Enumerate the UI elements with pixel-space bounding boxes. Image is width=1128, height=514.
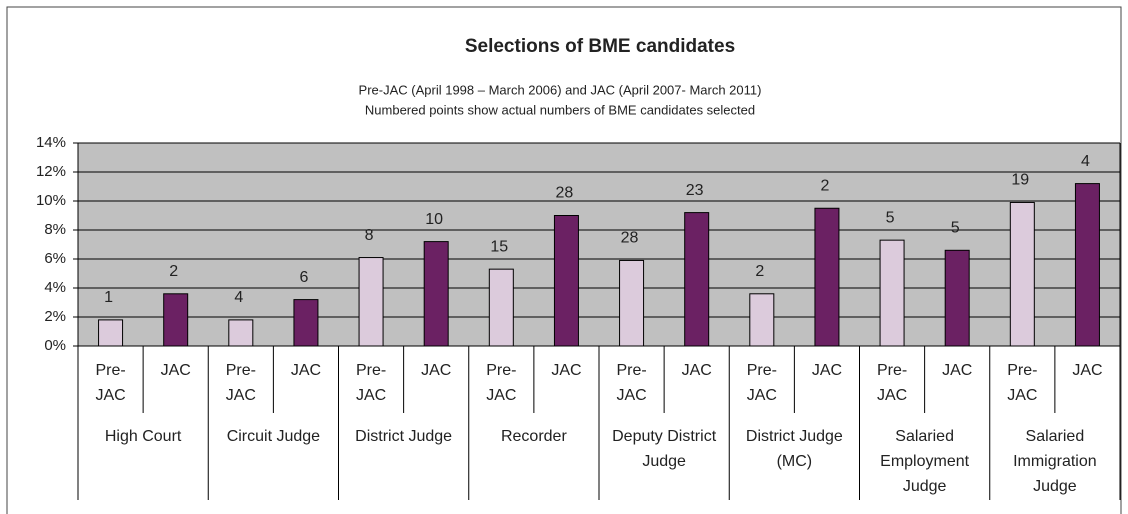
count-label: 5 bbox=[951, 220, 960, 237]
sub-label: JAC bbox=[1072, 362, 1103, 379]
bar bbox=[293, 299, 319, 347]
bar bbox=[553, 215, 579, 347]
sub-label: Pre-JAC bbox=[616, 362, 647, 404]
y-tick-label: 4% bbox=[44, 279, 66, 296]
bar bbox=[1074, 183, 1100, 347]
count-label: 19 bbox=[1011, 172, 1029, 189]
group-label: Salaried Immigration Judge bbox=[1013, 428, 1097, 495]
count-label: 4 bbox=[1081, 153, 1090, 170]
count-label: 2 bbox=[820, 177, 829, 194]
bar bbox=[944, 249, 970, 347]
bar bbox=[619, 259, 645, 347]
bar bbox=[749, 293, 775, 347]
sub-label: Pre-JAC bbox=[95, 362, 126, 404]
sub-label: Pre-JAC bbox=[1007, 362, 1038, 404]
sub-label: JAC bbox=[681, 362, 712, 379]
count-label: 10 bbox=[425, 211, 443, 228]
count-label: 1 bbox=[104, 289, 113, 306]
bar bbox=[879, 239, 905, 347]
y-tick-label: 8% bbox=[44, 221, 66, 238]
sub-label: Pre-JAC bbox=[876, 362, 908, 404]
y-tick-label: 12% bbox=[36, 163, 66, 180]
bar bbox=[228, 319, 254, 347]
count-label: 6 bbox=[299, 269, 308, 286]
frame bbox=[6, 6, 1122, 514]
group-label: Circuit Judge bbox=[226, 428, 321, 445]
count-label: 4 bbox=[234, 289, 243, 306]
count-label: 23 bbox=[686, 182, 704, 199]
bar bbox=[814, 207, 840, 347]
count-label: 15 bbox=[490, 238, 508, 255]
sub-label: JAC bbox=[421, 362, 452, 379]
bar bbox=[1009, 201, 1035, 347]
count-label: 5 bbox=[886, 209, 895, 226]
sub-label: Pre-JAC bbox=[486, 362, 517, 404]
sub-label: JAC bbox=[160, 362, 191, 379]
sub-label: Pre-JAC bbox=[746, 362, 777, 404]
sub-label: JAC bbox=[811, 362, 843, 379]
group-label: Salaried Employment Judge bbox=[880, 428, 970, 495]
count-label: 2 bbox=[169, 263, 178, 280]
count-label: 28 bbox=[556, 185, 574, 202]
group-label: Recorder bbox=[500, 428, 567, 445]
bar bbox=[163, 293, 189, 347]
y-tick-label: 14% bbox=[36, 134, 66, 151]
sub-label: JAC bbox=[942, 362, 973, 379]
bar bbox=[488, 268, 514, 347]
sub-label: JAC bbox=[551, 362, 582, 379]
y-tick-label: 6% bbox=[44, 250, 66, 267]
sub-label: JAC bbox=[290, 362, 322, 379]
group-label: High Court bbox=[104, 428, 182, 445]
bar bbox=[684, 212, 710, 347]
chart-title: Selections of BME candidates bbox=[465, 36, 735, 57]
sub-label: Pre-JAC bbox=[225, 362, 256, 404]
group-label: District Judge bbox=[355, 428, 453, 445]
count-label: 28 bbox=[621, 230, 639, 247]
y-tick-label: 10% bbox=[36, 192, 66, 209]
annotation: Numbered points show actual numbers of B… bbox=[365, 102, 755, 117]
bar bbox=[98, 319, 124, 347]
bar bbox=[423, 241, 449, 347]
count-label: 8 bbox=[365, 227, 374, 244]
group-label: District Judge (MC) bbox=[745, 428, 843, 470]
bar bbox=[358, 257, 384, 347]
y-tick-label: 0% bbox=[44, 337, 66, 354]
subtitle: Pre-JAC (April 1998 – March 2006) and JA… bbox=[359, 82, 762, 97]
group-label: Deputy District Judge bbox=[612, 428, 717, 470]
y-tick-label: 2% bbox=[44, 308, 66, 325]
sub-label: Pre-JAC bbox=[355, 362, 387, 404]
count-label: 2 bbox=[755, 263, 764, 280]
